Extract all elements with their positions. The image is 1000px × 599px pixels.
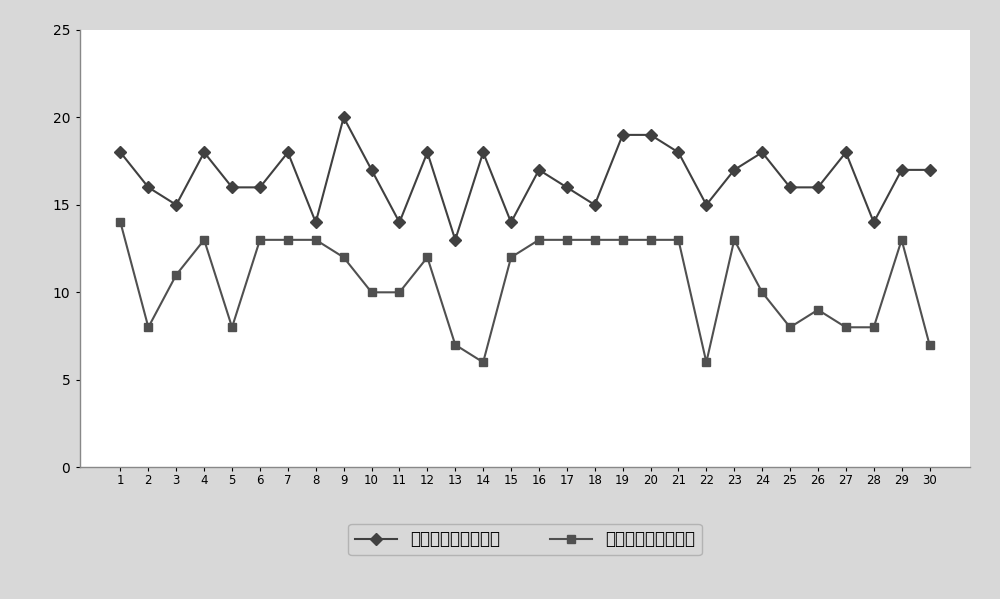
试验组夜间盗汗分値 [728,167,740,174]
试验组夜间盗汗分値 [756,149,768,156]
试验组夜间盗汗分値 [226,184,238,191]
对照组夜间盗汗分値 [645,236,657,243]
对照组夜间盗汗分値 [393,289,405,296]
对照组夜间盗汗分値 [924,341,936,349]
对照组夜间盗汗分値 [672,236,684,243]
对照组夜间盗汗分値 [533,236,545,243]
试验组夜间盗汗分値 [393,219,405,226]
试验组夜间盗汗分値 [477,149,489,156]
对照组夜间盗汗分値 [198,236,210,243]
对照组夜间盗汗分値 [170,271,182,279]
对照组夜间盗汗分値 [114,219,126,226]
对照组夜间盗汗分値 [784,323,796,331]
对照组夜间盗汗分値 [617,236,629,243]
试验组夜间盗汗分値 [310,219,322,226]
试验组夜间盗汗分値 [533,167,545,174]
试验组夜间盗汗分値 [589,201,601,208]
对照组夜间盗汗分値 [840,323,852,331]
试验组夜间盗汗分値 [700,201,712,208]
试验组夜间盗汗分値 [672,149,684,156]
Line: 对照组夜间盗汗分値: 对照组夜间盗汗分値 [116,218,934,367]
试验组夜间盗汗分値 [812,184,824,191]
对照组夜间盗汗分値 [728,236,740,243]
对照组夜间盗汗分値 [505,254,517,261]
试验组夜间盗汗分値 [784,184,796,191]
试验组夜间盗汗分値 [868,219,880,226]
对照组夜间盗汗分値 [477,359,489,366]
试验组夜间盗汗分値 [366,167,378,174]
对照组夜间盗汗分値 [310,236,322,243]
试验组夜间盗汗分値 [449,236,461,243]
对照组夜间盗汗分値 [589,236,601,243]
试验组夜间盗汗分値 [561,184,573,191]
对照组夜间盗汗分値 [449,341,461,349]
试验组夜间盗汗分値 [645,131,657,138]
对照组夜间盗汗分値 [421,254,433,261]
试验组夜间盗汗分値 [840,149,852,156]
对照组夜间盗汗分値 [868,323,880,331]
对照组夜间盗汗分値 [812,306,824,313]
对照组夜间盗汗分値 [282,236,294,243]
对照组夜间盗汗分値 [756,289,768,296]
对照组夜间盗汗分値 [142,323,154,331]
试验组夜间盗汗分値 [282,149,294,156]
对照组夜间盗汗分値 [226,323,238,331]
试验组夜间盗汗分値 [198,149,210,156]
对照组夜间盗汗分値 [700,359,712,366]
试验组夜间盗汗分値 [114,149,126,156]
对照组夜间盗汗分値 [254,236,266,243]
对照组夜间盗汗分値 [366,289,378,296]
Legend: 试验组夜间盗汗分値, 对照组夜间盗汗分値: 试验组夜间盗汗分値, 对照组夜间盗汗分値 [348,524,702,555]
试验组夜间盗汗分値 [170,201,182,208]
对照组夜间盗汗分値 [896,236,908,243]
Line: 试验组夜间盗汗分値: 试验组夜间盗汗分値 [116,113,934,244]
试验组夜间盗汗分値 [338,114,350,121]
试验组夜间盗汗分値 [421,149,433,156]
试验组夜间盗汗分値 [924,167,936,174]
试验组夜间盗汗分値 [142,184,154,191]
对照组夜间盗汗分値 [561,236,573,243]
试验组夜间盗汗分値 [254,184,266,191]
试验组夜间盗汗分値 [896,167,908,174]
对照组夜间盗汗分値 [338,254,350,261]
试验组夜间盗汗分値 [617,131,629,138]
试验组夜间盗汗分値 [505,219,517,226]
